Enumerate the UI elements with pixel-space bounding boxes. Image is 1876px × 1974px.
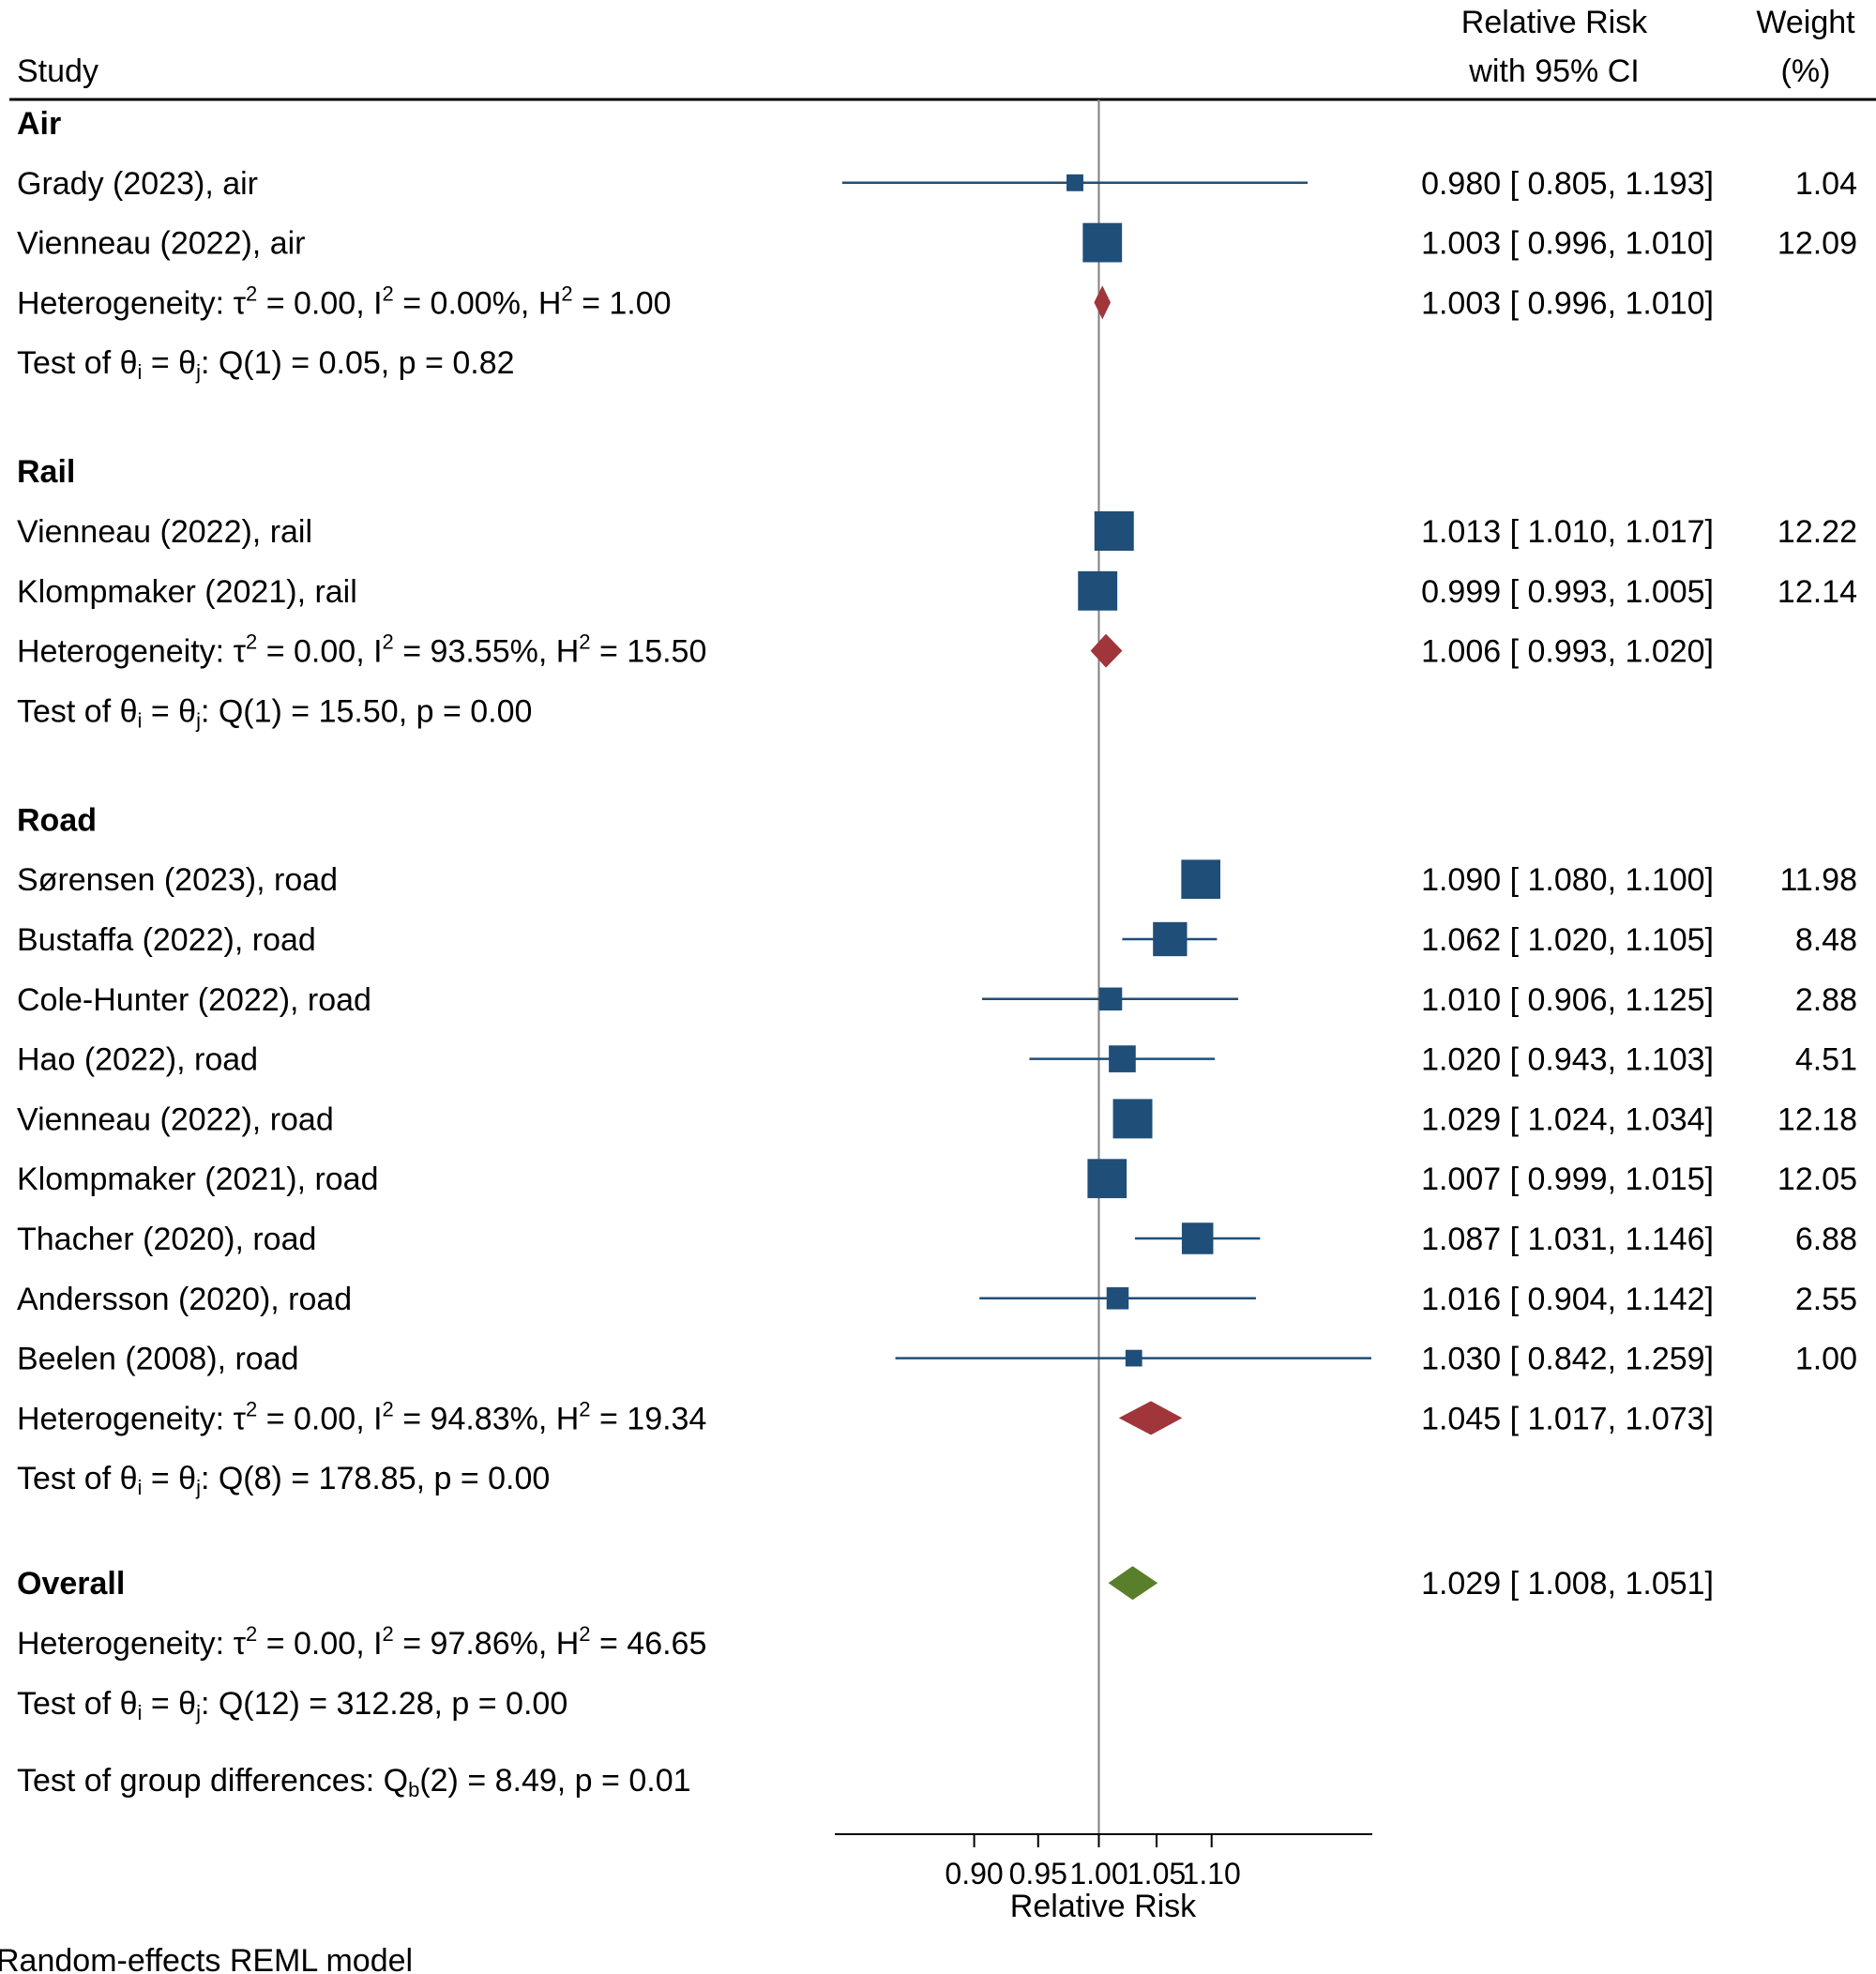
study-marker xyxy=(1153,921,1188,957)
study-label: Vienneau (2022), air xyxy=(17,226,305,262)
group-heading: Air xyxy=(17,106,61,142)
x-tick-label: 1.05 xyxy=(1127,1857,1186,1890)
header-effect-line1: Relative Risk xyxy=(1461,5,1648,40)
header-study: Study xyxy=(17,53,98,89)
subgroup-ci-text: 1.003 [ 0.996, 1.010] xyxy=(1421,285,1714,321)
effect-ci-text: 0.980 [ 0.805, 1.193] xyxy=(1421,166,1714,202)
subgroup-diamond xyxy=(1118,1401,1183,1435)
weight-text: 1.00 xyxy=(1795,1342,1857,1377)
homogeneity-test: Test of θi = θj: Q(1) = 15.50, p = 0.00 xyxy=(17,693,532,732)
weight-text: 2.88 xyxy=(1795,982,1857,1018)
group-heading: Road xyxy=(17,802,97,838)
effect-ci-text: 1.010 [ 0.906, 1.125] xyxy=(1421,982,1714,1018)
subgroup-ci-text: 1.006 [ 0.993, 1.020] xyxy=(1421,634,1714,670)
header-weight-line1: Weight xyxy=(1756,5,1855,40)
subgroup-diamond xyxy=(1090,633,1123,668)
study-label: Thacher (2020), road xyxy=(17,1222,316,1257)
effect-ci-text: 1.013 [ 1.010, 1.017] xyxy=(1421,514,1714,550)
homogeneity-test: Test of θi = θj: Q(12) = 312.28, p = 0.0… xyxy=(17,1686,567,1724)
group-heading: Rail xyxy=(17,454,75,490)
weight-text: 12.18 xyxy=(1778,1101,1857,1137)
header-weight-line2: (%) xyxy=(1781,53,1831,89)
effect-ci-text: 1.020 [ 0.943, 1.103] xyxy=(1421,1042,1714,1078)
footnote: Random-effects REML model xyxy=(0,1943,413,1974)
study-marker xyxy=(1106,1287,1129,1310)
effect-ci-text: 1.003 [ 0.996, 1.010] xyxy=(1421,226,1714,262)
effect-ci-text: 1.030 [ 0.842, 1.259] xyxy=(1421,1342,1714,1377)
overall-ci-text: 1.029 [ 1.008, 1.051] xyxy=(1421,1566,1714,1602)
study-marker xyxy=(1181,859,1221,900)
weight-text: 12.09 xyxy=(1778,226,1857,262)
weight-text: 12.22 xyxy=(1778,514,1857,550)
subgroup-diamond xyxy=(1094,285,1112,320)
effect-ci-text: 1.007 [ 0.999, 1.015] xyxy=(1421,1162,1714,1197)
study-marker xyxy=(1067,174,1083,191)
x-axis-title: Relative Risk xyxy=(1010,1889,1197,1924)
subgroup-ci-text: 1.045 [ 1.017, 1.073] xyxy=(1421,1401,1714,1436)
study-label: Bustaffa (2022), road xyxy=(17,922,316,958)
weight-text: 6.88 xyxy=(1795,1222,1857,1257)
study-marker xyxy=(1125,1349,1142,1367)
x-tick-label: 1.00 xyxy=(1069,1857,1127,1890)
study-marker xyxy=(1078,570,1118,611)
x-axis: 0.90 0.95 1.00 1.051.10 Relative Risk xyxy=(835,1833,1372,1924)
weight-text: 1.04 xyxy=(1795,166,1857,202)
x-axis-ticks: 0.90 0.95 1.00 1.051.10 xyxy=(945,1834,1241,1890)
weight-text: 12.14 xyxy=(1778,574,1857,610)
weight-text: 8.48 xyxy=(1795,922,1857,958)
effect-ci-text: 1.062 [ 1.020, 1.105] xyxy=(1421,922,1714,958)
effect-ci-text: 1.090 [ 1.080, 1.100] xyxy=(1421,862,1714,898)
study-marker xyxy=(1082,222,1123,263)
overall-heading: Overall xyxy=(17,1566,125,1602)
study-marker xyxy=(1087,1159,1127,1199)
effect-ci-text: 1.016 [ 0.904, 1.142] xyxy=(1421,1282,1714,1317)
heterogeneity-stats: Heterogeneity: τ2 = 0.00, I2 = 93.55%, H… xyxy=(17,630,706,670)
study-label: Cole-Hunter (2022), road xyxy=(17,982,371,1018)
homogeneity-test: Test of θi = θj: Q(8) = 178.85, p = 0.00 xyxy=(17,1461,550,1499)
forest-rows: Air Grady (2023), air 0.980 [ 0.805, 1.193… xyxy=(17,106,1857,1801)
x-tick-label: 1.10 xyxy=(1183,1857,1241,1890)
study-label: Klompmaker (2021), road xyxy=(17,1162,379,1197)
overall-diamond xyxy=(1108,1566,1158,1601)
effect-ci-text: 0.999 [ 0.993, 1.005] xyxy=(1421,574,1714,610)
heterogeneity-stats: Heterogeneity: τ2 = 0.00, I2 = 97.86%, H… xyxy=(17,1622,706,1662)
study-label: Klompmaker (2021), rail xyxy=(17,574,357,610)
weight-text: 11.98 xyxy=(1779,862,1857,898)
study-label: Vienneau (2022), road xyxy=(17,1101,334,1137)
study-label: Sørensen (2023), road xyxy=(17,862,338,898)
study-marker xyxy=(1181,1222,1214,1254)
study-marker xyxy=(1094,511,1134,551)
weight-text: 12.05 xyxy=(1778,1162,1857,1197)
heterogeneity-stats: Heterogeneity: τ2 = 0.00, I2 = 0.00%, H2… xyxy=(17,281,672,321)
study-label: Beelen (2008), road xyxy=(17,1342,299,1377)
weight-text: 4.51 xyxy=(1795,1042,1857,1078)
study-marker xyxy=(1098,987,1123,1011)
homogeneity-test: Test of θi = θj: Q(1) = 0.05, p = 0.82 xyxy=(17,345,515,384)
effect-ci-text: 1.029 [ 1.024, 1.034] xyxy=(1421,1101,1714,1137)
study-label: Hao (2022), road xyxy=(17,1042,258,1078)
study-marker xyxy=(1112,1099,1153,1139)
study-label: Grady (2023), air xyxy=(17,166,258,202)
group-difference-test: Test of group differences: Qb(2) = 8.49,… xyxy=(17,1763,691,1801)
study-label: Andersson (2020), road xyxy=(17,1282,352,1317)
x-tick-label: 0.95 xyxy=(1009,1857,1067,1890)
study-marker xyxy=(1109,1045,1136,1072)
heterogeneity-stats: Heterogeneity: τ2 = 0.00, I2 = 94.83%, H… xyxy=(17,1397,706,1436)
study-label: Vienneau (2022), rail xyxy=(17,514,312,550)
header-effect-line2: with 95% CI xyxy=(1468,53,1639,89)
x-tick-label: 0.90 xyxy=(945,1857,1003,1890)
weight-text: 2.55 xyxy=(1795,1282,1857,1317)
effect-ci-text: 1.087 [ 1.031, 1.146] xyxy=(1421,1222,1714,1257)
